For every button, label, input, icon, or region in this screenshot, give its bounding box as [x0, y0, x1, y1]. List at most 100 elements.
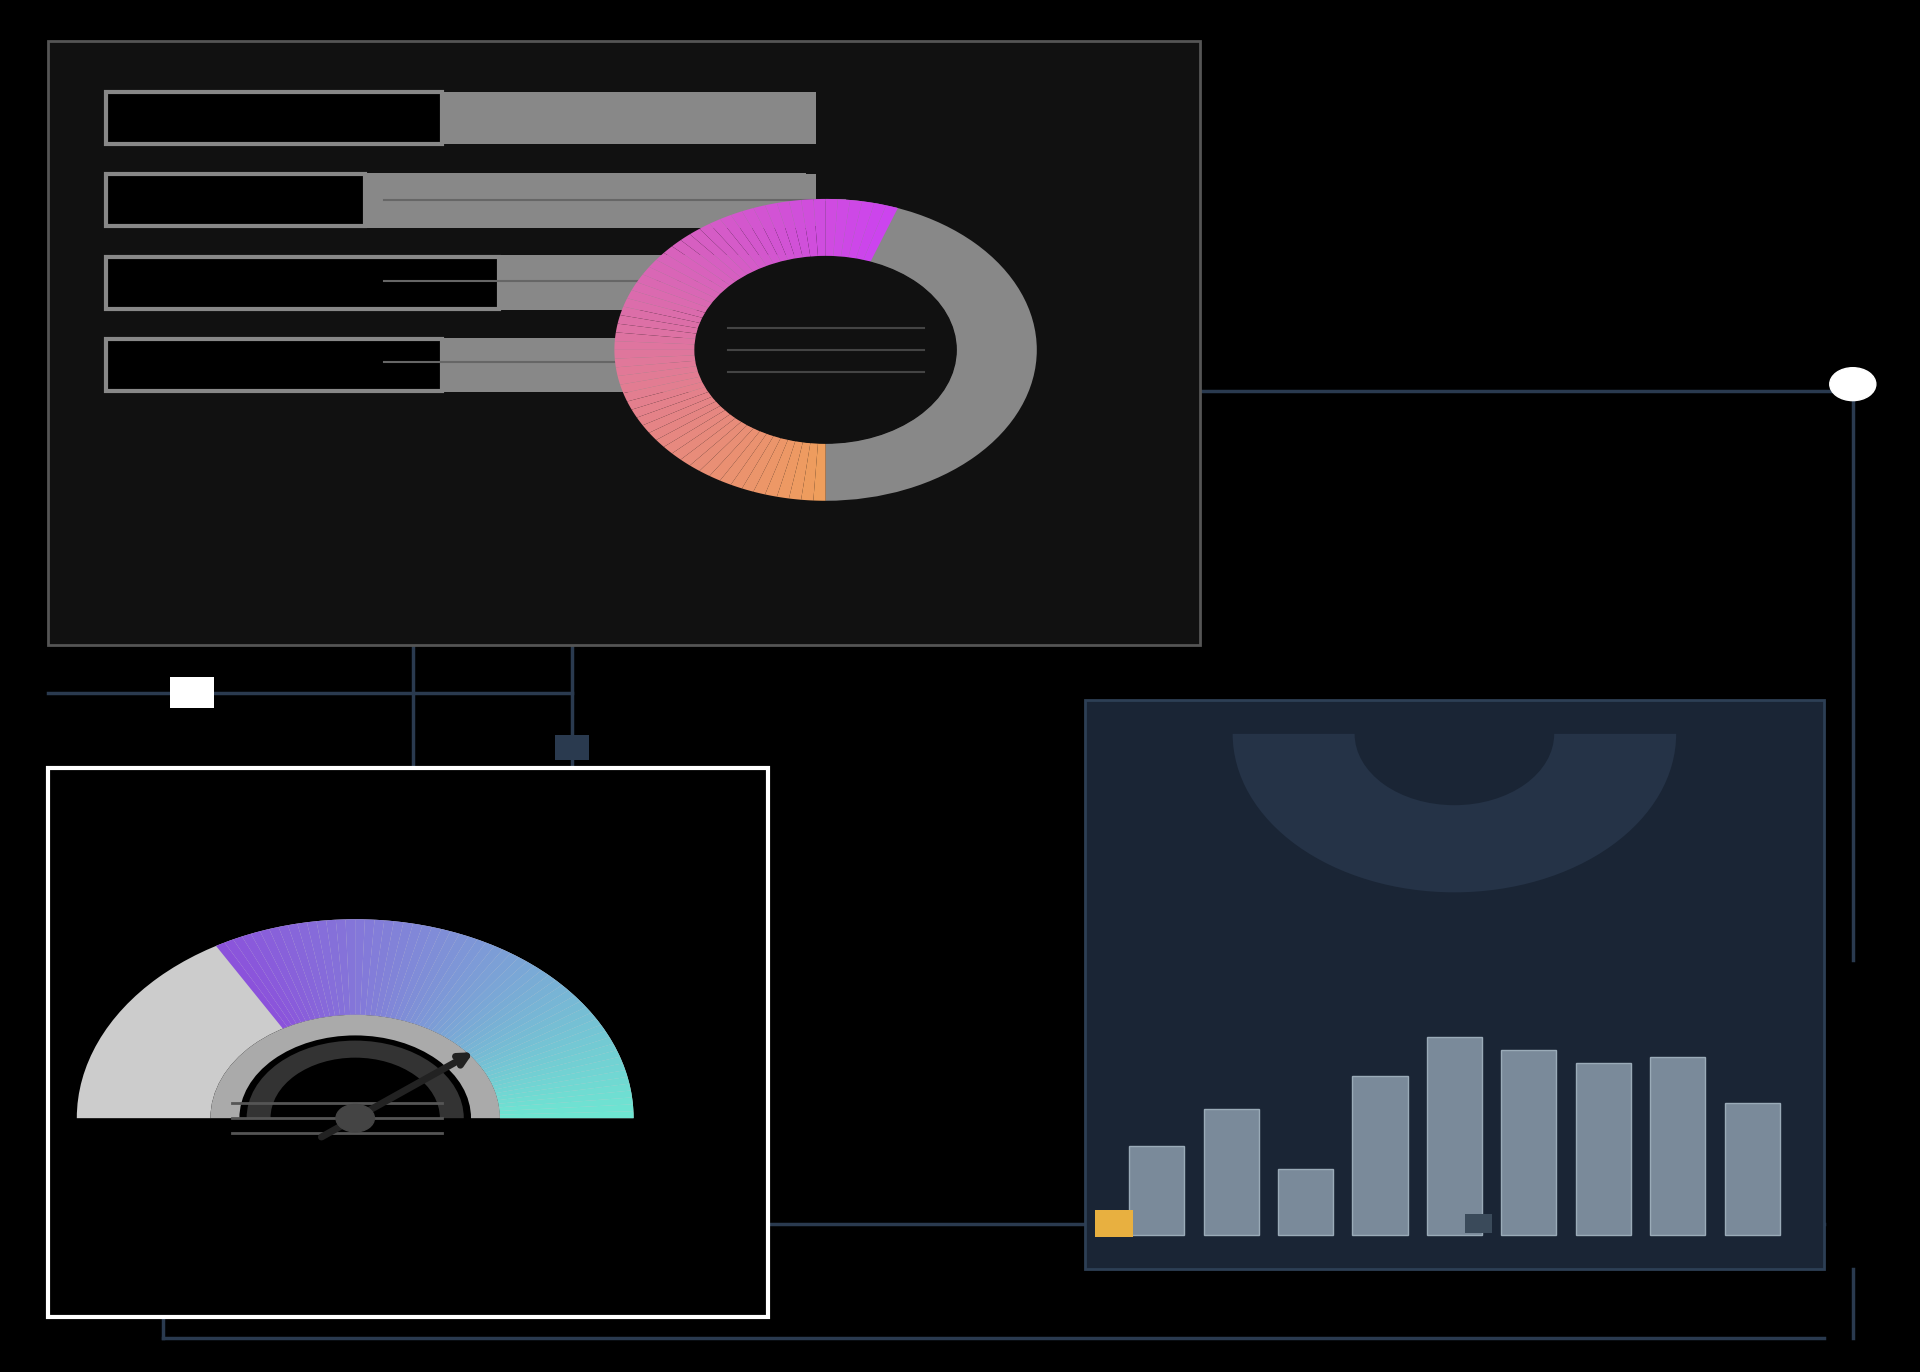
- Wedge shape: [741, 435, 781, 491]
- Wedge shape: [637, 392, 712, 425]
- Wedge shape: [657, 406, 726, 447]
- Wedge shape: [864, 206, 899, 262]
- Wedge shape: [499, 1111, 634, 1118]
- Bar: [106, 257, 499, 309]
- Wedge shape: [432, 949, 511, 1032]
- Wedge shape: [490, 1044, 616, 1083]
- Bar: [1576, 1063, 1630, 1235]
- Wedge shape: [849, 202, 874, 259]
- Wedge shape: [841, 200, 862, 258]
- Wedge shape: [789, 200, 810, 258]
- Bar: [499, 257, 816, 309]
- Wedge shape: [628, 381, 707, 410]
- Wedge shape: [649, 259, 720, 299]
- Bar: [499, 255, 806, 310]
- Wedge shape: [317, 921, 340, 1015]
- Wedge shape: [484, 1025, 605, 1073]
- Wedge shape: [288, 923, 324, 1018]
- Wedge shape: [664, 247, 732, 289]
- Wedge shape: [720, 215, 766, 269]
- Wedge shape: [440, 958, 526, 1037]
- Wedge shape: [361, 919, 374, 1015]
- Wedge shape: [618, 316, 699, 333]
- Wedge shape: [447, 966, 541, 1041]
- Wedge shape: [801, 199, 818, 257]
- Wedge shape: [259, 929, 311, 1021]
- Wedge shape: [614, 342, 695, 350]
- Wedge shape: [405, 932, 459, 1022]
- Wedge shape: [399, 929, 451, 1021]
- Wedge shape: [1233, 734, 1676, 892]
- Wedge shape: [710, 220, 760, 272]
- Wedge shape: [699, 425, 755, 476]
- Wedge shape: [856, 203, 887, 261]
- Wedge shape: [826, 199, 1037, 501]
- Bar: [555, 735, 589, 760]
- Wedge shape: [643, 268, 716, 303]
- Wedge shape: [472, 1002, 586, 1061]
- Bar: [1724, 1103, 1780, 1235]
- Bar: [1204, 1110, 1260, 1235]
- Wedge shape: [436, 954, 518, 1034]
- Wedge shape: [826, 199, 837, 257]
- Wedge shape: [380, 922, 413, 1017]
- Wedge shape: [664, 410, 732, 453]
- Wedge shape: [778, 202, 803, 259]
- Wedge shape: [480, 1018, 601, 1070]
- Wedge shape: [814, 199, 826, 257]
- Wedge shape: [459, 980, 563, 1050]
- Wedge shape: [225, 940, 292, 1026]
- Wedge shape: [753, 438, 787, 494]
- Bar: [106, 92, 442, 144]
- Wedge shape: [620, 306, 701, 328]
- Wedge shape: [428, 945, 503, 1030]
- Wedge shape: [616, 324, 697, 339]
- Wedge shape: [365, 919, 384, 1015]
- Wedge shape: [409, 934, 468, 1024]
- Wedge shape: [419, 940, 486, 1026]
- Wedge shape: [632, 387, 708, 417]
- Wedge shape: [643, 397, 716, 432]
- Bar: [1279, 1169, 1332, 1235]
- Bar: [442, 92, 816, 144]
- Wedge shape: [789, 442, 810, 499]
- Circle shape: [1830, 368, 1876, 401]
- Wedge shape: [732, 434, 774, 488]
- Wedge shape: [614, 355, 695, 368]
- Bar: [106, 174, 365, 226]
- Wedge shape: [422, 943, 495, 1029]
- Wedge shape: [415, 937, 478, 1025]
- Wedge shape: [618, 366, 699, 384]
- Bar: [1129, 1146, 1185, 1235]
- Bar: [1501, 1050, 1557, 1235]
- Wedge shape: [307, 921, 336, 1017]
- Wedge shape: [764, 439, 795, 497]
- Wedge shape: [720, 431, 766, 484]
- Wedge shape: [624, 298, 703, 322]
- Wedge shape: [336, 919, 349, 1015]
- Wedge shape: [467, 991, 574, 1055]
- Wedge shape: [493, 1056, 622, 1089]
- Wedge shape: [682, 417, 741, 465]
- Wedge shape: [386, 923, 422, 1018]
- Bar: [1352, 1077, 1407, 1235]
- Wedge shape: [624, 377, 703, 402]
- Wedge shape: [682, 235, 741, 283]
- Wedge shape: [217, 943, 288, 1029]
- Wedge shape: [699, 224, 755, 274]
- Wedge shape: [637, 274, 712, 307]
- Wedge shape: [672, 414, 735, 460]
- Wedge shape: [278, 925, 321, 1019]
- Wedge shape: [753, 206, 787, 262]
- Wedge shape: [732, 211, 774, 266]
- Bar: [48, 768, 768, 1317]
- Wedge shape: [77, 919, 634, 1118]
- Wedge shape: [371, 921, 394, 1015]
- Wedge shape: [232, 937, 296, 1025]
- Circle shape: [336, 1104, 374, 1132]
- Wedge shape: [614, 350, 695, 358]
- Wedge shape: [710, 428, 760, 480]
- Wedge shape: [396, 927, 442, 1019]
- Wedge shape: [298, 922, 330, 1017]
- Wedge shape: [657, 252, 726, 294]
